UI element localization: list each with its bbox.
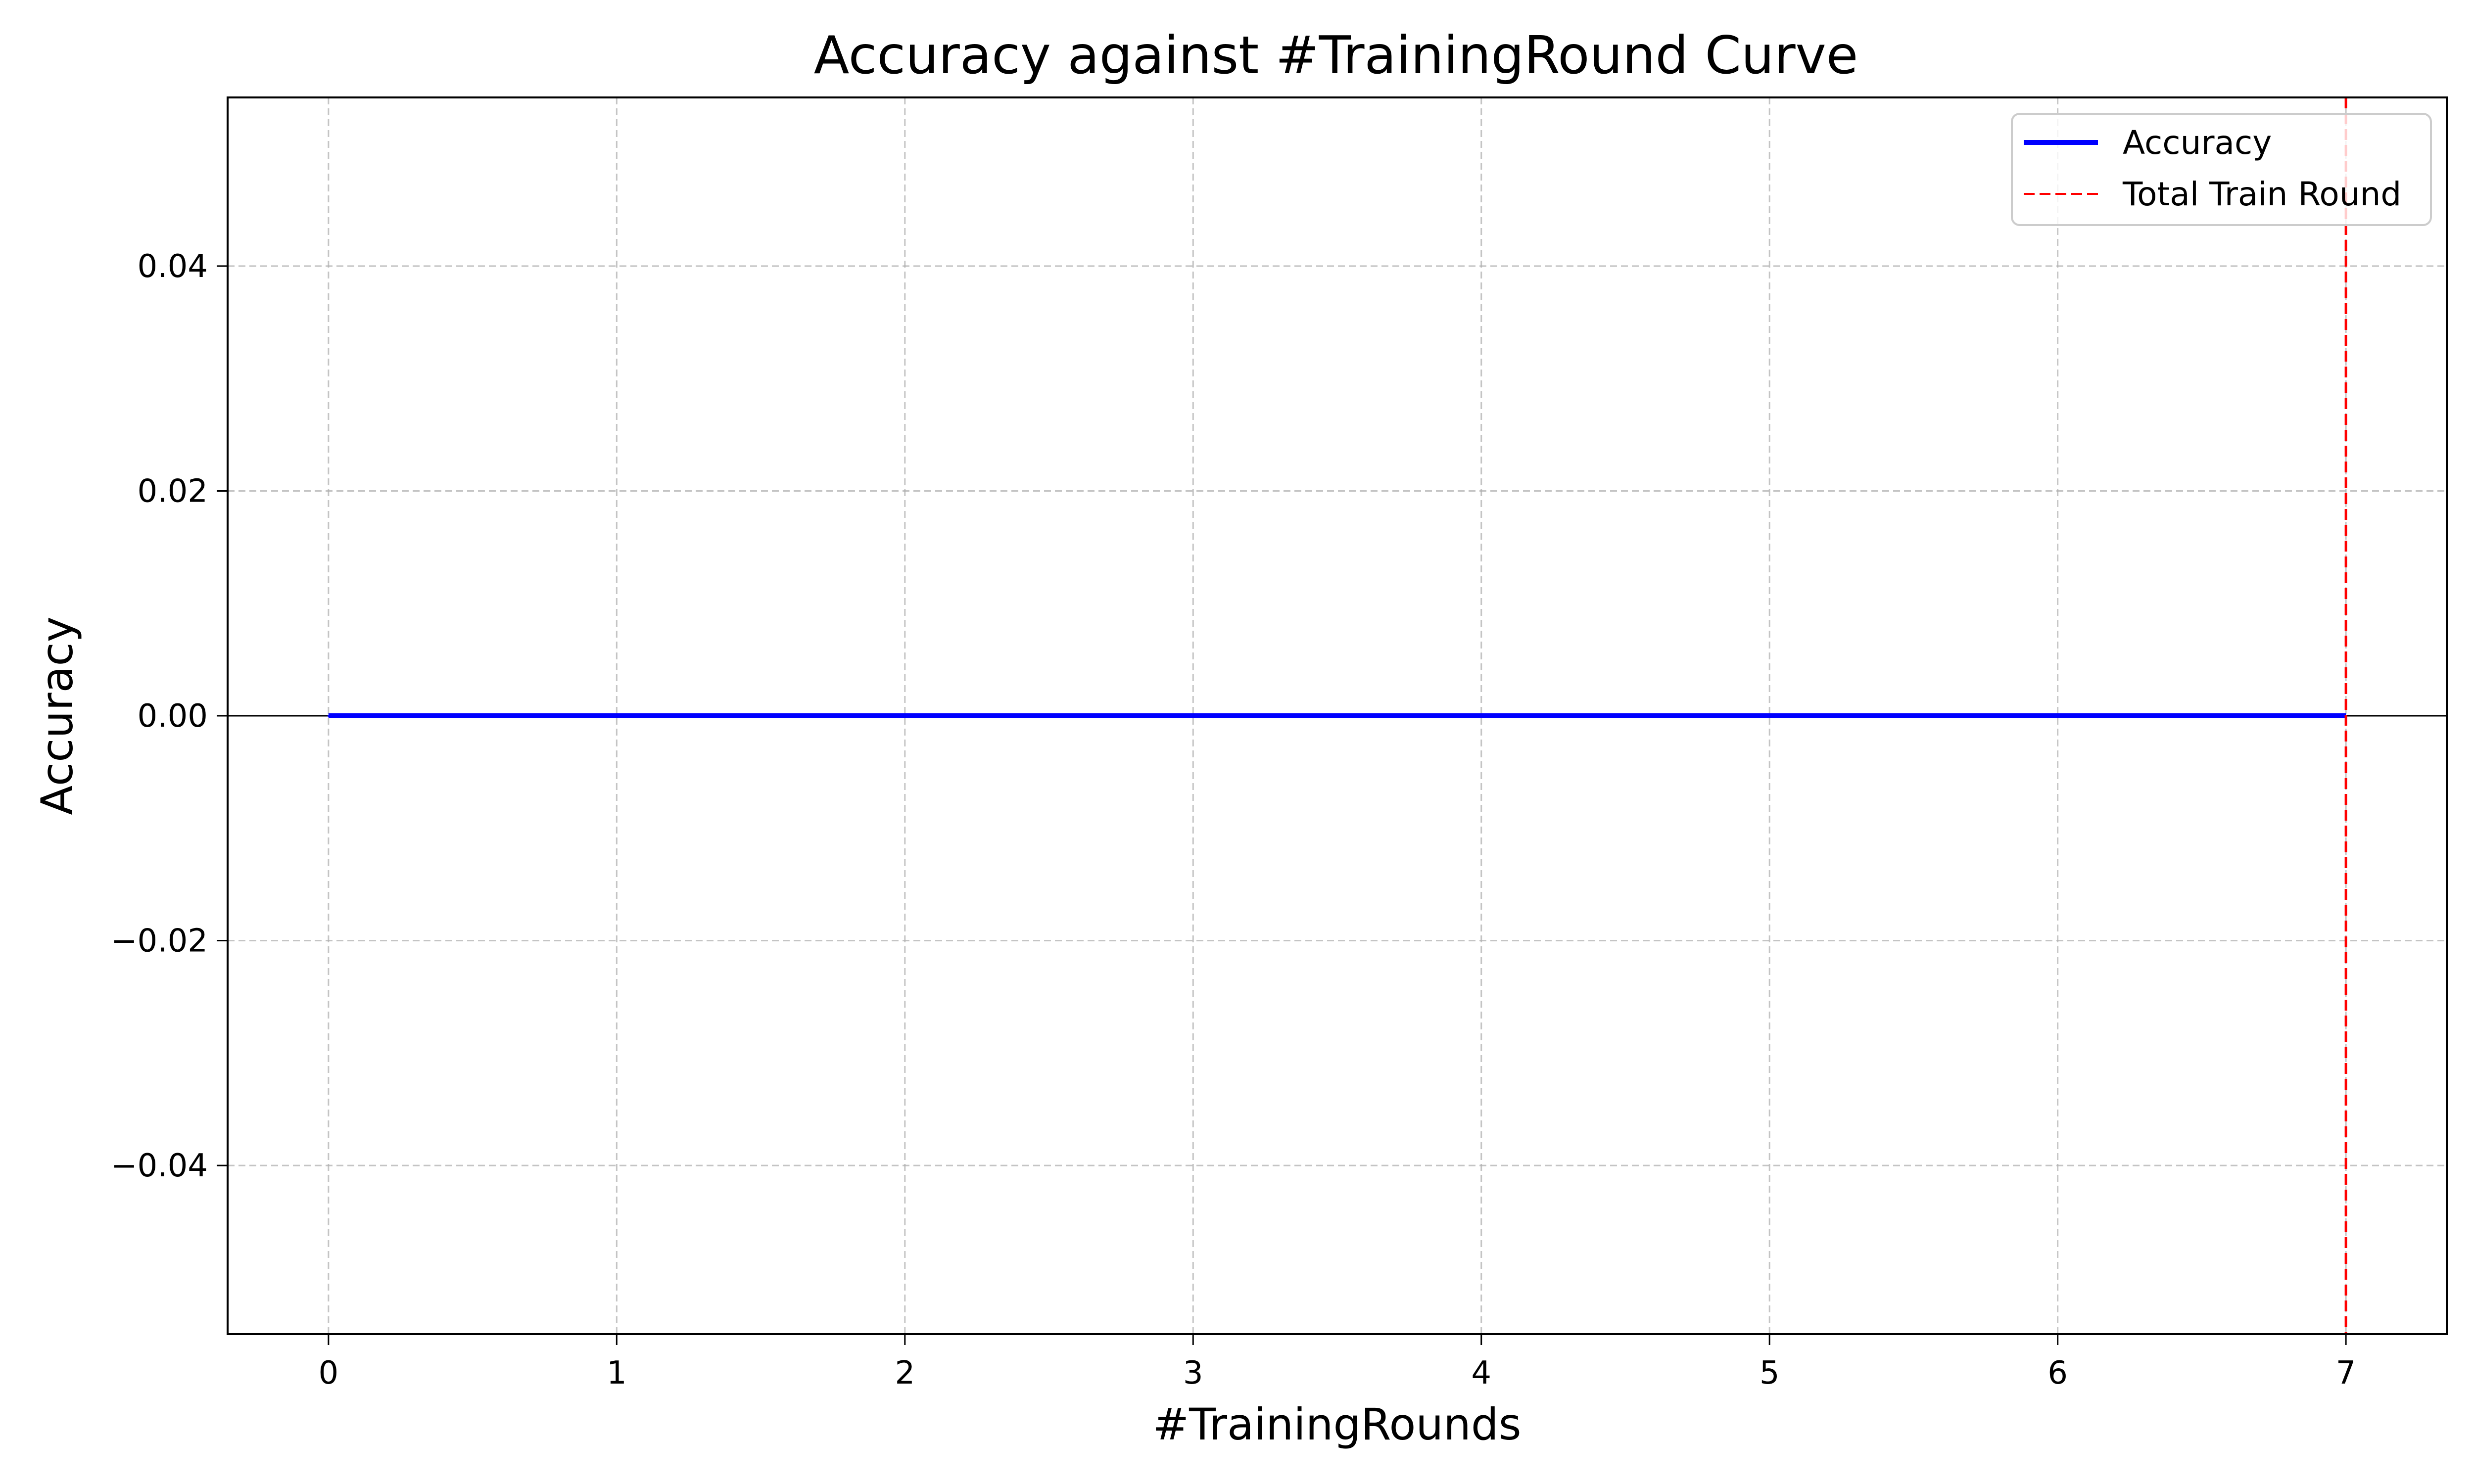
series-0-point-5 [1768, 715, 1771, 717]
y-tick-label-0: 0.04 [138, 248, 208, 285]
chart-title: Accuracy against #TrainingRound Curve [814, 25, 1858, 86]
x-axis-label: #TrainingRounds [1152, 1399, 1521, 1450]
legend-label-accuracy: Accuracy [2123, 124, 2272, 162]
y-tick-label-3: −0.02 [111, 923, 208, 960]
series-0-point-4 [1480, 715, 1482, 717]
y-tick-label-2: 0.00 [138, 698, 208, 735]
series-0-point-6 [2056, 715, 2059, 717]
series-0-point-1 [616, 715, 618, 717]
x-tick-label-0: 0 [319, 1355, 339, 1391]
legend: Accuracy Total Train Round [2011, 113, 2432, 226]
legend-label-total-train-round: Total Train Round [2122, 175, 2401, 213]
y-axis-ticks: 0.04 0.02 0.00 −0.02 −0.04 [111, 248, 228, 1184]
y-tick-label-1: 0.02 [138, 473, 208, 510]
x-tick-label-1: 1 [607, 1355, 627, 1391]
x-tick-label-5: 5 [1760, 1355, 1780, 1391]
y-tick-label-4: −0.04 [111, 1148, 208, 1184]
x-tick-label-2: 2 [895, 1355, 915, 1391]
series-0-point-0 [327, 715, 330, 717]
legend-box [2011, 113, 2432, 226]
x-tick-label-3: 3 [1183, 1355, 1203, 1391]
series-0-point-3 [1192, 715, 1194, 717]
series-0-point-2 [904, 715, 906, 717]
x-tick-label-6: 6 [2047, 1355, 2068, 1391]
y-axis-label: Accuracy [32, 616, 83, 815]
x-tick-label-7: 7 [2336, 1355, 2356, 1391]
x-axis-ticks: 0 1 2 3 4 5 6 7 [319, 1334, 2356, 1391]
series-layer [327, 97, 2347, 1334]
x-tick-label-4: 4 [1471, 1355, 1491, 1391]
